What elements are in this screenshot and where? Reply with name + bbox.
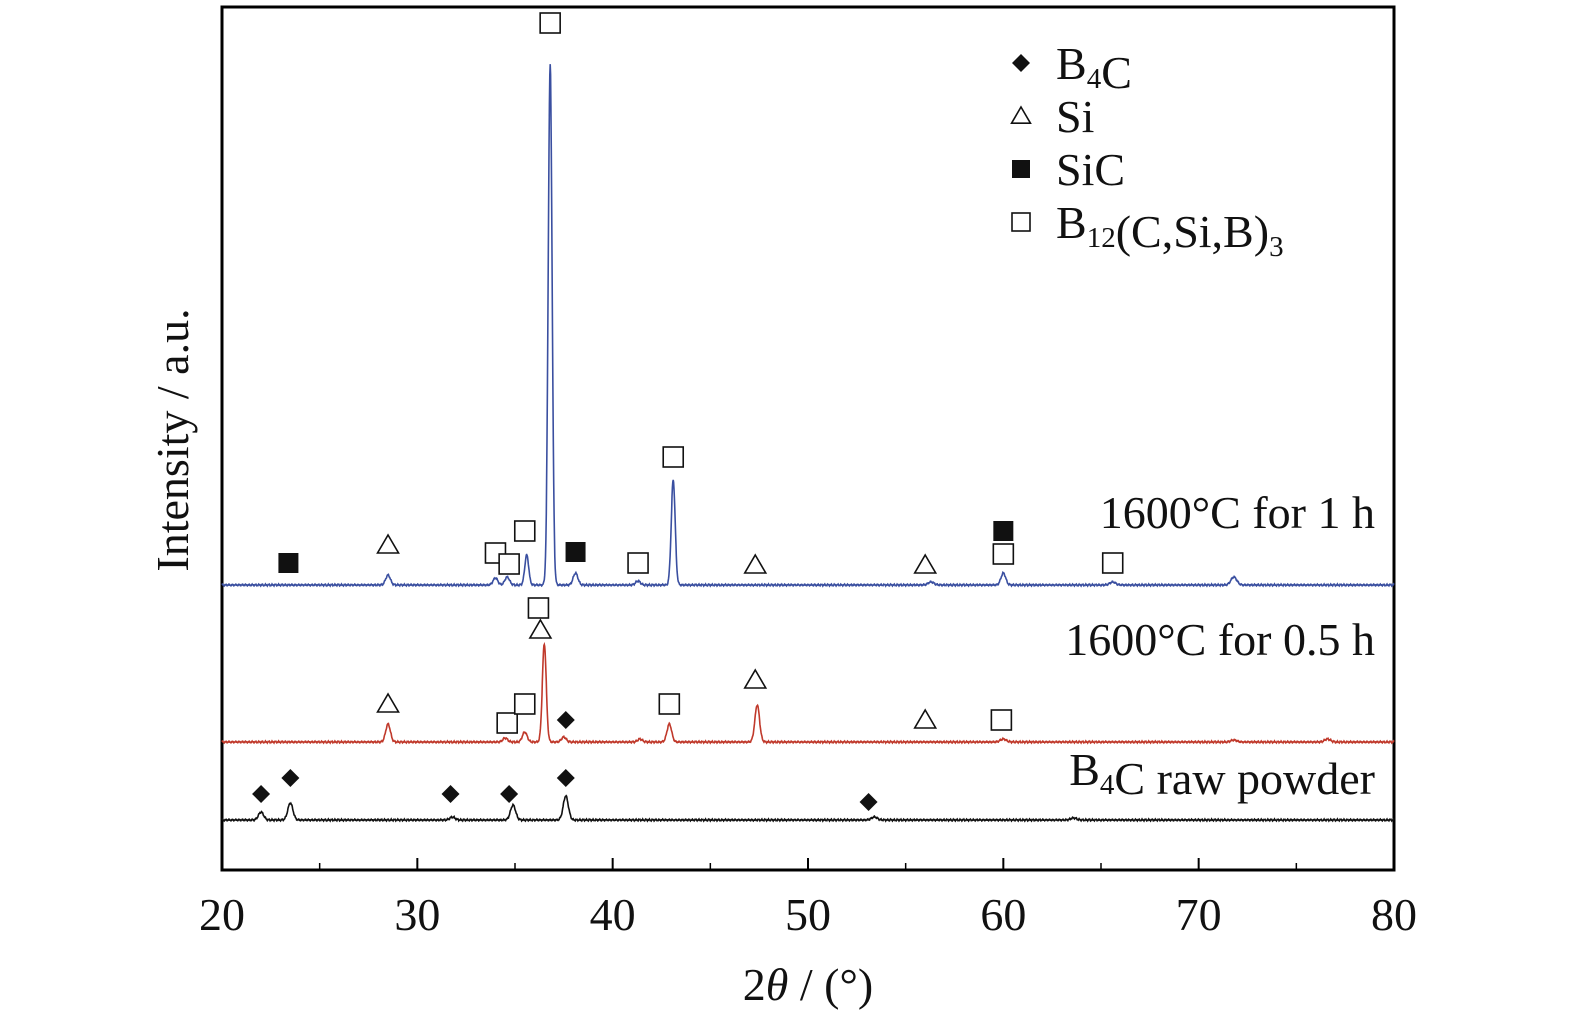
legend-label-4: B12(C,Si,B)3 — [1056, 197, 1284, 263]
x-tick-label-20: 20 — [199, 889, 245, 940]
peak-marker-diamond-filled-s3-4 — [500, 785, 519, 803]
legend-label-3: SiC — [1056, 144, 1125, 195]
peak-marker-triangle-open-s2-9 — [913, 708, 938, 729]
peak-marker-triangle-open-s1-11 — [913, 553, 938, 574]
peak-marker-triangle-open-s2-5 — [528, 618, 553, 639]
legend-label-2: Si — [1056, 91, 1094, 142]
peak-marker-square-filled-s1-7 — [565, 542, 586, 562]
series-label-layer: 1600°C for 1 h 1600°C for 0.5 h B4C raw po… — [1065, 487, 1375, 804]
legend-symbol-4 — [1011, 212, 1031, 232]
peak-marker-square-filled-s1-1 — [278, 553, 299, 573]
peak-marker-square-open-s1-5 — [513, 520, 536, 542]
legend-label-1: B4C — [1056, 38, 1132, 98]
peak-marker-square-open-s2-3 — [513, 693, 536, 715]
x-axis: 20 30 40 50 60 70 80 — [199, 858, 1417, 940]
peak-marker-diamond-filled-s3-5 — [556, 769, 575, 787]
peak-marker-triangle-open-s2-1 — [376, 692, 400, 713]
series-layer — [221, 64, 1395, 823]
legend-symbol-2 — [1010, 105, 1032, 124]
peak-marker-square-open-s2-4 — [527, 597, 550, 619]
x-axis-label-variable: θ — [766, 959, 789, 1010]
peak-marker-diamond-filled-s3-1 — [252, 785, 271, 803]
peak-marker-square-open-s1-6 — [539, 12, 561, 34]
peak-marker-square-open-s2-2 — [496, 712, 518, 734]
legend-symbol-1 — [1012, 54, 1030, 72]
x-tick-label-70: 70 — [1176, 889, 1222, 940]
peak-marker-diamond-filled-s3-6 — [859, 793, 878, 811]
peak-marker-square-open-s2-10 — [990, 709, 1013, 731]
peak-marker-diamond-filled-s3-3 — [441, 785, 460, 803]
peak-marker-triangle-open-s1-10 — [743, 553, 768, 574]
x-tick-label-40: 40 — [590, 889, 636, 940]
x-tick-label-50: 50 — [785, 889, 831, 940]
peak-marker-square-open-s1-9 — [662, 446, 685, 468]
legend-symbol-3 — [1012, 160, 1030, 178]
peak-marker-square-open-s1-4 — [498, 553, 520, 575]
series-line-2 — [221, 641, 1395, 745]
y-axis-label: Intensity / a.u. — [147, 308, 198, 571]
x-tick-label-80: 80 — [1371, 889, 1417, 940]
peak-marker-diamond-filled-s3-2 — [281, 769, 300, 787]
phase-marker-layer — [252, 12, 1124, 811]
peak-marker-triangle-open-s1-2 — [376, 533, 400, 554]
peak-marker-square-open-s1-8 — [627, 552, 649, 574]
series-line-1 — [221, 64, 1395, 588]
peak-marker-square-open-s2-7 — [658, 693, 681, 715]
peak-marker-square-filled-s1-13 — [993, 521, 1014, 541]
x-tick-label-30: 30 — [394, 889, 440, 940]
series-label-1: 1600°C for 1 h — [1100, 487, 1375, 538]
series-label-2: 1600°C for 0.5 h — [1065, 614, 1375, 665]
x-axis-label: 2θ / (°) — [743, 959, 873, 1010]
peak-marker-square-open-s1-14 — [1101, 552, 1124, 574]
series-label-3: B4C raw powder — [1069, 744, 1375, 804]
x-axis-label-suffix: / (°) — [788, 959, 873, 1010]
peak-marker-square-open-s1-12 — [992, 543, 1015, 565]
peak-marker-triangle-open-s2-8 — [743, 668, 768, 689]
x-axis-label-prefix: 2 — [743, 959, 766, 1010]
series-line-3 — [221, 794, 1395, 823]
x-tick-label-60: 60 — [980, 889, 1026, 940]
peak-marker-diamond-filled-s2-6 — [556, 711, 575, 729]
